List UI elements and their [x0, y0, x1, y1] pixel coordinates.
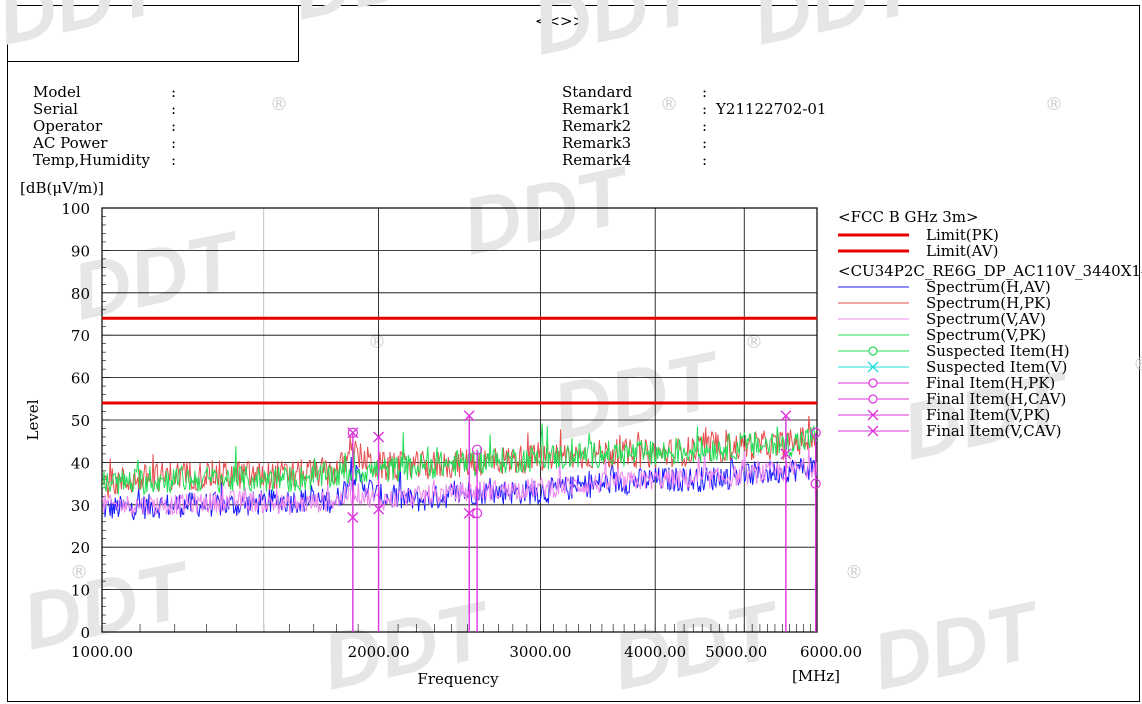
- left-field-colon: :: [171, 134, 177, 152]
- left-field-colon: :: [171, 100, 177, 118]
- legend-label: Spectrum(H,PK): [926, 294, 1051, 312]
- final-item-cross-marker: [463, 410, 475, 422]
- final-item-cross-marker: [780, 448, 792, 460]
- x-tick-label: 3000.00: [509, 643, 571, 661]
- legend-circle-icon: [868, 394, 878, 404]
- right-field-colon: :: [702, 151, 708, 169]
- x-tick-label: 2000.00: [348, 643, 410, 661]
- left-field-label: Serial: [33, 100, 78, 118]
- y-tick-label: 90: [71, 242, 90, 260]
- final-item-circle-marker: [347, 427, 358, 438]
- right-field-colon: :: [702, 100, 708, 118]
- report-title: <<>>: [534, 12, 586, 30]
- legend-group-title: <FCC B GHz 3m>: [838, 208, 979, 226]
- x-tick-label: 4000.00: [624, 643, 686, 661]
- chart-grid: [102, 207, 817, 633]
- x-axis-title: Frequency: [417, 670, 499, 688]
- series-trace: [102, 443, 817, 516]
- legend-label: Suspected Item(H): [926, 342, 1070, 360]
- legend-circle-icon: [868, 378, 878, 388]
- x-tick-label: 6000.00: [800, 643, 862, 661]
- legend-label: Final Item(H,PK): [926, 374, 1055, 392]
- left-field-label: AC Power: [33, 134, 108, 152]
- y-tick-label: 30: [71, 497, 90, 515]
- legend-circle-icon: [868, 346, 878, 356]
- right-field-colon: :: [702, 83, 708, 101]
- final-item-cross-marker: [373, 503, 385, 515]
- left-field-label: Operator: [33, 117, 103, 135]
- y-tick-label: 80: [71, 285, 90, 303]
- left-field-colon: :: [171, 151, 177, 169]
- y-tick-label: 50: [71, 412, 90, 430]
- legend-label: Final Item(H,CAV): [926, 390, 1066, 408]
- legend-cross-icon: [867, 425, 879, 437]
- right-field-value: Y21122702-01: [716, 100, 827, 118]
- series-trace: [102, 423, 817, 496]
- right-field-label: Remark4: [562, 151, 632, 169]
- final-item-cross-marker: [347, 512, 359, 524]
- y-tick-label: 10: [71, 582, 90, 600]
- y-axis-title: Level: [24, 399, 42, 440]
- right-field-colon: :: [702, 134, 708, 152]
- final-item-cross-marker: [463, 507, 475, 519]
- final-item-circle-marker: [810, 427, 821, 438]
- y-tick-label: 0: [80, 624, 90, 642]
- y-tick-label: 60: [71, 370, 90, 388]
- legend-label: Limit(PK): [926, 226, 999, 244]
- report-frame: [7, 5, 1140, 702]
- series-trace: [102, 452, 817, 521]
- y-tick-label: 40: [71, 454, 90, 472]
- plot-area: [101, 207, 818, 633]
- x-tick-label: 5000.00: [705, 643, 767, 661]
- final-item-cross-marker: [780, 410, 792, 422]
- final-item-cross-marker: [373, 431, 385, 443]
- final-item-cross-marker: [347, 427, 359, 439]
- right-field-label: Remark2: [562, 117, 632, 135]
- x-axis-unit: [MHz]: [792, 667, 840, 685]
- legend-label: Spectrum(V,PK): [926, 326, 1046, 344]
- left-field-label: Model: [33, 83, 81, 101]
- legend-label: Final Item(V,CAV): [926, 422, 1062, 440]
- y-axis-unit: [dB(μV/m)]: [20, 179, 104, 197]
- legend: <FCC B GHz 3m>Limit(PK)Limit(AV) <CU34P2C…: [838, 208, 1142, 440]
- legend-label: Spectrum(V,AV): [926, 310, 1046, 328]
- x-tick-label: 1000.00: [71, 643, 133, 661]
- title-box: [7, 5, 299, 62]
- final-item-circle-marker: [472, 508, 483, 519]
- legend-label: Spectrum(H,AV): [926, 278, 1051, 296]
- y-tick-label: 70: [71, 327, 90, 345]
- legend-label: Limit(AV): [926, 242, 998, 260]
- left-field-colon: :: [171, 117, 177, 135]
- legend-label: Final Item(V,PK): [926, 406, 1050, 424]
- right-field-colon: :: [702, 117, 708, 135]
- legend-cross-icon: [867, 361, 879, 373]
- right-field-label: Remark1: [562, 100, 632, 118]
- right-field-label: Remark3: [562, 134, 632, 152]
- right-field-label: Standard: [562, 83, 633, 101]
- y-tick-label: 100: [61, 200, 90, 218]
- legend-cross-icon: [867, 409, 879, 421]
- legend-group-title: <CU34P2C_RE6G_DP_AC110V_3440X1440: [838, 262, 1142, 280]
- y-tick-label: 20: [71, 539, 90, 557]
- final-item-circle-marker: [472, 444, 483, 455]
- left-field-label: Temp,Humidity: [33, 151, 150, 169]
- final-item-circle-marker: [810, 478, 821, 489]
- left-field-colon: :: [171, 83, 177, 101]
- legend-label: Suspected Item(V): [926, 358, 1067, 376]
